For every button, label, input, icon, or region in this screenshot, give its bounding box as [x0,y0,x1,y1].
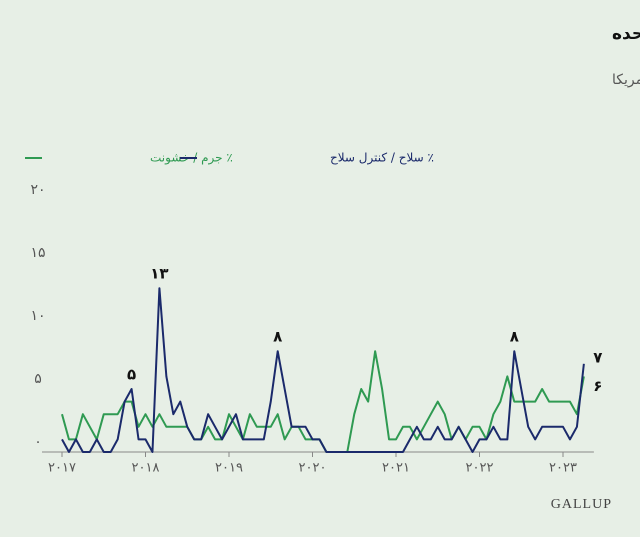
chart-title: روند اخیر اشاره به «جرم و اسلحه» به عنوا… [612,23,640,44]
x-tick-label: ۲۰۱۹ [215,461,243,476]
x-tick-label: ۲۰۱۷ [48,461,76,476]
data-label: ۸ [510,328,519,346]
y-tick-label: ۰ [34,434,42,450]
x-tick-label: ۲۰۲۰ [299,461,327,476]
legend-label: ٪ سلاح / کنترل سلاح [330,151,434,166]
y-tick-label: ۱۰ [30,308,45,324]
series-line [61,287,585,453]
chart-subtitle: براساس نظر بزرگسالان آمریکا [612,71,640,88]
y-tick-label: ۲۰ [30,182,45,198]
data-label: ۶ [593,377,602,395]
x-tick-label: ۲۰۲۳ [549,461,577,476]
series-line [61,350,585,453]
data-label: ۵ [127,366,136,384]
data-label: ۸ [273,328,282,346]
y-tick-label: ۱۵ [30,245,45,261]
y-tick-label: ۵ [34,371,42,387]
source-logo: GALLUP [551,497,612,512]
data-label: ۷ [593,348,602,366]
x-tick-label: ۲۰۲۱ [382,461,410,476]
data-label: ۱۳ [150,265,168,283]
x-tick-label: ۲۰۱۸ [132,461,160,476]
x-tick-label: ۲۰۲۲ [466,461,494,476]
